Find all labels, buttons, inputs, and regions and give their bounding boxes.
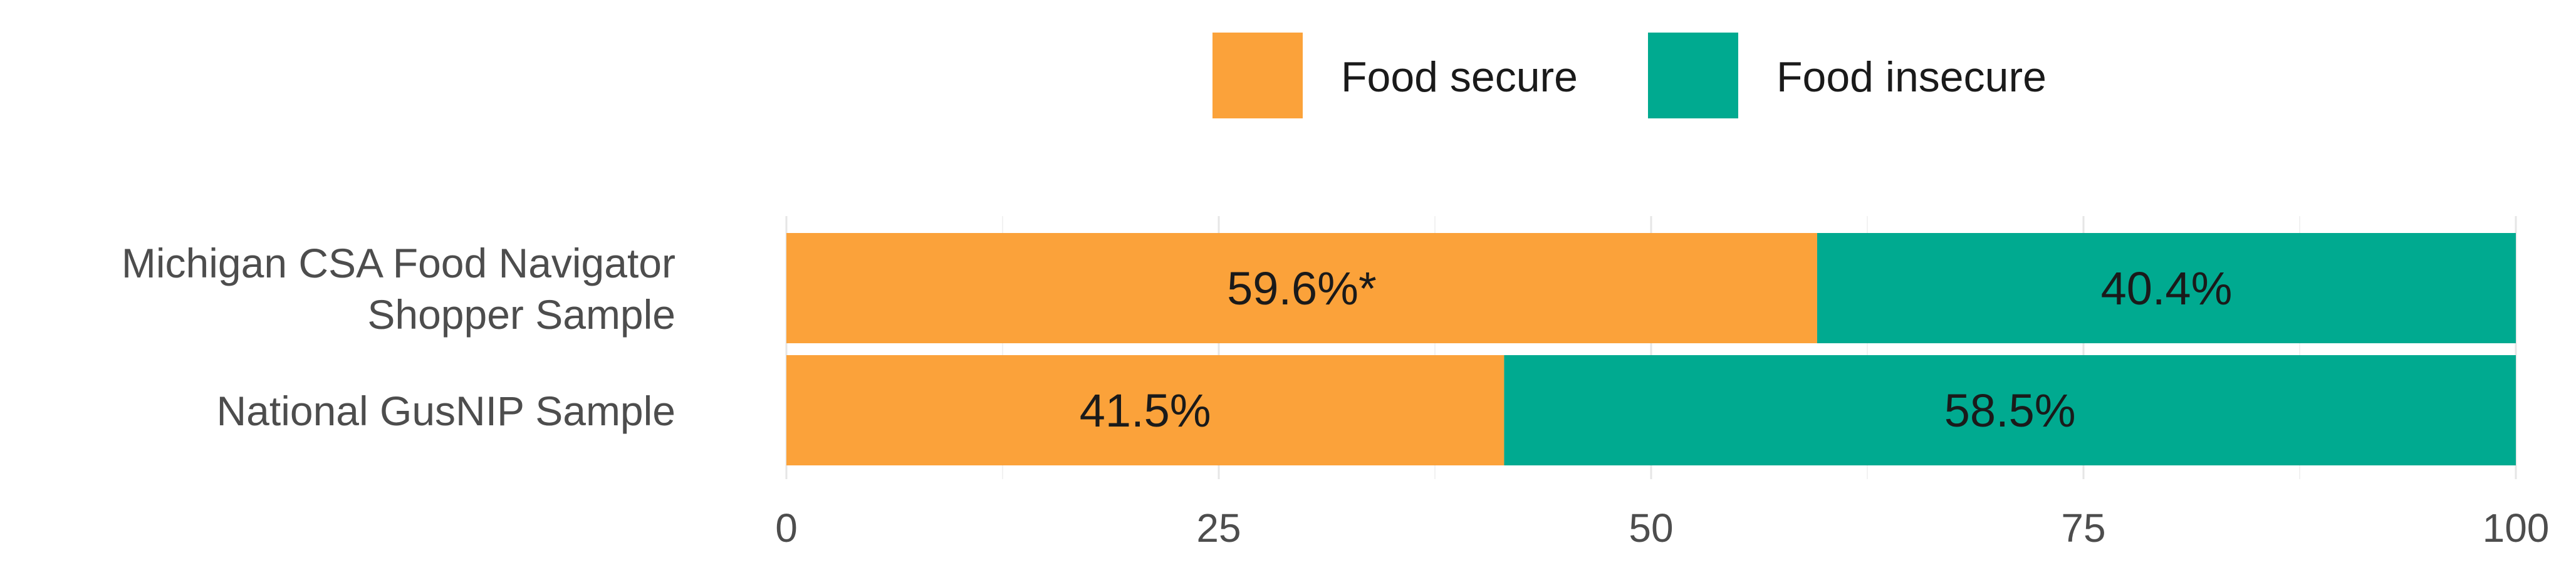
legend-key-food-insecure: [1648, 33, 1738, 118]
bar-food-secure-1: [786, 355, 1504, 465]
data-label: 40.4%: [2101, 262, 2233, 314]
y-axis-labels: Michigan CSA Food Navigator Shopper Sampl…: [122, 240, 675, 434]
bar-food-insecure-0: [1817, 233, 2516, 343]
legend-key-food-secure: [1212, 33, 1303, 118]
data-label: 59.6%*: [1227, 262, 1377, 314]
bars: [786, 233, 2516, 465]
bar-food-secure-0: [786, 233, 1817, 343]
x-tick-label: 75: [2061, 505, 2105, 551]
y-axis-label: Shopper Sample: [367, 291, 675, 338]
bar-food-insecure-1: [1504, 355, 2516, 465]
x-axis-ticks: 0 25 50 75 100: [775, 505, 2549, 551]
legend: Food secure Food insecure: [1212, 33, 2047, 118]
data-label: 58.5%: [1944, 385, 2076, 437]
data-label: 41.5%: [1080, 385, 1211, 437]
data-labels: 59.6%* 40.4% 41.5% 58.5%: [1080, 262, 2233, 437]
y-axis-label: Michigan CSA Food Navigator: [122, 240, 675, 286]
x-tick-label: 25: [1196, 505, 1241, 551]
x-tick-label: 0: [775, 505, 798, 551]
x-tick-label: 50: [1629, 505, 1673, 551]
x-tick-label: 100: [2483, 505, 2550, 551]
legend-label: Food insecure: [1776, 53, 2047, 101]
legend-label: Food secure: [1341, 53, 1578, 101]
y-axis-label: National GusNIP Sample: [217, 388, 675, 434]
